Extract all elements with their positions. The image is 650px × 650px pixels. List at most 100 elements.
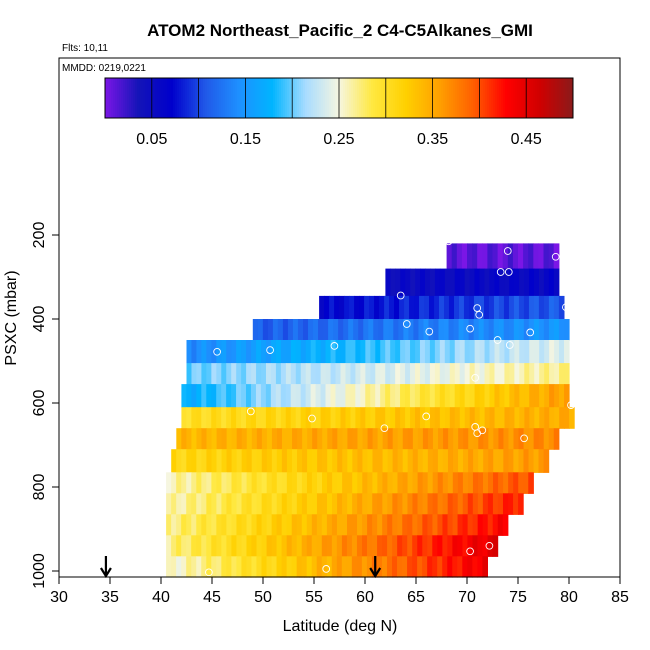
heatmap-cell <box>533 319 540 341</box>
observation-point <box>425 327 434 336</box>
heatmap-cell <box>422 449 429 473</box>
colorbar-swatch <box>501 78 504 118</box>
heatmap-cell <box>451 243 458 270</box>
heatmap-cell <box>333 319 339 341</box>
colorbar-swatch <box>381 78 384 118</box>
heatmap-cell <box>513 319 520 341</box>
heatmap-cell <box>226 384 232 408</box>
heatmap-cell <box>434 340 441 364</box>
heatmap-cell <box>246 449 253 473</box>
heatmap-cell <box>196 493 202 515</box>
heatmap-cell <box>236 449 243 473</box>
heatmap-cell <box>191 493 197 515</box>
heatmap-cell <box>365 407 371 429</box>
heatmap-cell <box>385 340 391 364</box>
heatmap-cell <box>246 514 253 536</box>
heatmap-cell <box>295 407 302 429</box>
heatmap-cell <box>286 514 293 536</box>
heatmap-cell <box>375 363 381 385</box>
heatmap-cell <box>251 493 258 515</box>
heatmap-cell <box>462 472 469 494</box>
colorbar-swatch <box>129 78 132 118</box>
colorbar-swatch <box>323 78 326 118</box>
heatmap-cell <box>251 363 257 385</box>
heatmap-cell <box>523 243 529 270</box>
heatmap-cell <box>342 472 348 494</box>
heatmap-cell <box>166 493 172 515</box>
heatmap-cell <box>405 268 411 297</box>
colorbar-swatch <box>367 78 370 118</box>
heatmap-cell <box>449 384 456 408</box>
heatmap-cell <box>191 514 197 536</box>
heatmap-cell <box>452 556 458 578</box>
heatmap-cell <box>221 384 227 408</box>
heatmap-cell <box>231 556 237 578</box>
heatmap-cell <box>513 493 519 515</box>
heatmap-cell <box>325 407 332 429</box>
colorbar-swatch <box>437 78 440 118</box>
heatmap-cell <box>260 407 267 429</box>
colorbar-swatch <box>247 78 250 118</box>
heatmap-cell <box>447 556 453 578</box>
colorbar-swatch <box>315 78 318 118</box>
heatmap-cell <box>226 493 233 515</box>
heatmap-cell <box>211 472 217 494</box>
heatmap-cell <box>394 295 400 320</box>
colorbar-swatch <box>361 78 364 118</box>
heatmap-cell <box>534 363 540 385</box>
heatmap-cell <box>559 407 565 429</box>
colorbar-swatch <box>475 78 478 118</box>
heatmap-cell <box>221 428 228 450</box>
heatmap-cell <box>221 472 228 494</box>
heatmap-cell <box>370 407 376 429</box>
heatmap-cell <box>211 535 217 557</box>
heatmap-cell <box>452 472 459 494</box>
colorbar-swatch <box>233 78 236 118</box>
heatmap-cell <box>523 319 530 341</box>
heatmap-cell <box>216 535 222 557</box>
heatmap-cell <box>226 556 232 578</box>
heatmap-cell <box>370 363 376 385</box>
heatmap-cell <box>355 384 361 408</box>
heatmap-cell <box>494 340 501 364</box>
heatmap-cell <box>315 340 322 364</box>
colorbar-swatch <box>331 78 334 118</box>
heatmap-cell <box>353 319 359 341</box>
colorbar-swatch <box>345 78 348 118</box>
colorbar-swatch <box>509 78 512 118</box>
heatmap-cell <box>472 243 478 270</box>
heatmap-cell <box>508 472 514 494</box>
heatmap-cell <box>397 514 403 536</box>
heatmap-cell <box>487 243 494 270</box>
colorbar-swatch <box>419 78 422 118</box>
heatmap-cell <box>301 472 308 494</box>
heatmap-cell <box>559 384 565 408</box>
colorbar-swatch <box>535 78 538 118</box>
heatmap-cell <box>181 514 187 536</box>
observation-point <box>308 414 316 423</box>
heatmap-cell <box>221 535 227 557</box>
heatmap-cell <box>534 268 540 297</box>
heatmap-cell <box>494 363 501 385</box>
heatmap-cell <box>366 556 373 578</box>
heatmap-cell <box>332 428 338 450</box>
colorbar-swatch <box>159 78 162 118</box>
heatmap-cell <box>316 535 323 557</box>
heatmap-cell <box>305 384 312 408</box>
observation-point <box>485 541 494 550</box>
heatmap-cell <box>255 407 262 429</box>
heatmap-cell <box>206 514 212 536</box>
colorbar-swatch <box>301 78 304 118</box>
heatmap-cell <box>302 449 308 473</box>
heatmap-cell <box>519 363 525 385</box>
colorbar-swatch <box>105 78 108 118</box>
heatmap-cell <box>379 295 385 320</box>
heatmap-cell <box>479 363 486 385</box>
heatmap-cell <box>407 449 414 473</box>
heatmap-cell <box>429 407 436 429</box>
heatmap-cell <box>186 363 193 385</box>
heatmap-cell <box>246 535 253 557</box>
heatmap-cell <box>292 319 299 341</box>
colorbar-swatch <box>211 78 214 118</box>
heatmap-cell <box>569 407 575 429</box>
